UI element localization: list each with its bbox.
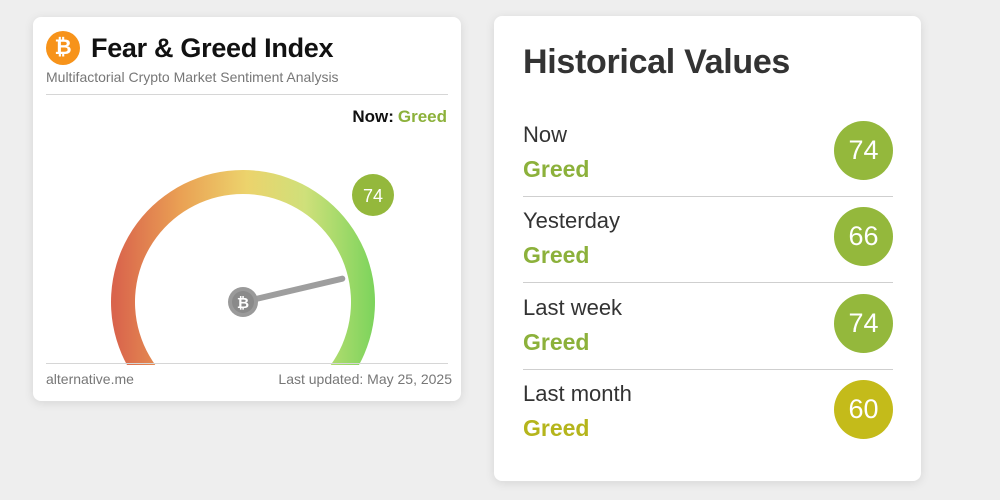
history-row-now: Now Greed 74 xyxy=(523,121,893,208)
fear-greed-card: ₿ Fear & Greed Index Multifactorial Cryp… xyxy=(33,17,461,401)
historical-values-card: Historical Values Now Greed 74 Yesterday… xyxy=(494,16,921,481)
history-label: Yesterday xyxy=(523,208,621,233)
row-divider xyxy=(523,196,893,197)
history-row-yesterday: Yesterday Greed 66 xyxy=(523,207,893,294)
now-status: Now: Greed xyxy=(352,107,447,127)
card-header: ₿ Fear & Greed Index xyxy=(46,31,334,65)
history-value-badge: 60 xyxy=(834,380,893,439)
history-classification: Greed xyxy=(523,329,590,355)
history-value-badge: 66 xyxy=(834,207,893,266)
now-label: Now: xyxy=(352,107,394,126)
gauge-arc xyxy=(111,170,375,365)
history-classification: Greed xyxy=(523,242,590,268)
history-row-last-month: Last month Greed 60 xyxy=(523,380,893,467)
history-classification: Greed xyxy=(523,415,590,441)
last-updated: Last updated: May 25, 2025 xyxy=(278,371,452,387)
row-divider xyxy=(523,282,893,283)
bitcoin-logo-icon: ₿ xyxy=(46,31,80,65)
history-label: Last week xyxy=(523,295,623,320)
row-divider xyxy=(523,369,893,370)
history-label: Now xyxy=(523,122,568,147)
index-title: Fear & Greed Index xyxy=(91,32,334,63)
history-row-last-week: Last week Greed 74 xyxy=(523,294,893,381)
now-value: Greed xyxy=(397,107,447,126)
gauge-value-text: 74 xyxy=(363,186,383,206)
history-label: Last month xyxy=(523,381,632,406)
svg-text:₿: ₿ xyxy=(237,294,249,312)
header-divider xyxy=(46,94,448,95)
sentiment-gauge: ₿ 74 xyxy=(111,170,394,365)
gauge-needle xyxy=(240,275,346,305)
gauge-value-badge: 74 xyxy=(352,174,394,216)
index-subtitle: Multifactorial Crypto Market Sentiment A… xyxy=(46,69,339,85)
history-value-badge: 74 xyxy=(834,294,893,353)
history-value-badge: 74 xyxy=(834,121,893,180)
footer-divider xyxy=(46,363,448,364)
history-classification: Greed xyxy=(523,156,590,182)
bitcoin-hub-icon: ₿ xyxy=(228,287,258,317)
historical-title: Historical Values xyxy=(523,43,791,81)
source-link[interactable]: alternative.me xyxy=(46,371,134,387)
